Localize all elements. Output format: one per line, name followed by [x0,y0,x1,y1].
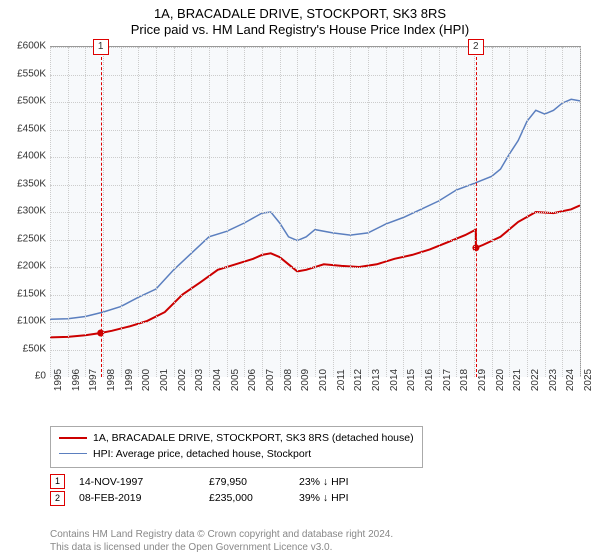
legend-box: 1A, BRACADALE DRIVE, STOCKPORT, SK3 8RS … [50,426,423,468]
x-axis-label: 2023 [548,369,559,391]
x-axis-label: 2004 [212,369,223,391]
legend-label: HPI: Average price, detached house, Stoc… [93,448,311,460]
events-list: 1 14-NOV-1997£79,95023% ↓ HPI 2 08-FEB-2019… [50,474,580,508]
y-axis-label: £100K [17,316,46,327]
y-axis-label: £0 [35,371,46,382]
x-axis-label: 2022 [530,369,541,391]
y-axis-label: £350K [17,178,46,189]
chart-title: 1A, BRACADALE DRIVE, STOCKPORT, SK3 8RS … [0,0,600,39]
legend-swatch [59,453,87,454]
y-axis-label: £150K [17,288,46,299]
x-axis-label: 2001 [159,369,170,391]
x-axis-label: 2020 [495,369,506,391]
x-axis-label: 2003 [194,369,205,391]
y-axis-label: £550K [17,68,46,79]
x-axis-label: 1999 [124,369,135,391]
x-axis-label: 1996 [71,369,82,391]
event-price: £79,950 [209,474,299,491]
x-axis-label: 2015 [406,369,417,391]
legend-row: 1A, BRACADALE DRIVE, STOCKPORT, SK3 8RS … [59,431,414,447]
event-diff: 23% ↓ HPI [299,474,349,491]
x-axis-label: 2008 [283,369,294,391]
event-price: £235,000 [209,490,299,507]
event-row: 2 08-FEB-2019£235,00039% ↓ HPI [50,490,580,507]
x-axis-label: 2016 [424,369,435,391]
x-axis-label: 2017 [442,369,453,391]
legend-row: HPI: Average price, detached house, Stoc… [59,447,414,463]
plot-background: 12 [50,46,581,377]
chart-container: 1A, BRACADALE DRIVE, STOCKPORT, SK3 8RS … [0,0,600,560]
title-line-1: 1A, BRACADALE DRIVE, STOCKPORT, SK3 8RS [0,6,600,22]
y-axis-label: £450K [17,123,46,134]
footnote-line-1: Contains HM Land Registry data © Crown c… [50,528,580,541]
y-axis-label: £300K [17,206,46,217]
legend-label: 1A, BRACADALE DRIVE, STOCKPORT, SK3 8RS … [93,432,414,444]
x-axis-label: 2010 [318,369,329,391]
y-axis-label: £500K [17,96,46,107]
x-axis-label: 2013 [371,369,382,391]
x-axis-label: 2000 [141,369,152,391]
x-axis-label: 2002 [177,369,188,391]
x-axis-label: 1998 [106,369,117,391]
event-date: 14-NOV-1997 [79,474,209,491]
x-axis-label: 2011 [336,369,347,391]
event-marker: 1 [50,474,65,489]
x-axis-label: 2009 [300,369,311,391]
event-row: 1 14-NOV-1997£79,95023% ↓ HPI [50,474,580,491]
event-marker: 2 [50,491,65,506]
x-axis-label: 2019 [477,369,488,391]
marker-box: 1 [93,39,109,55]
x-axis-label: 1997 [88,369,99,391]
footnote-line-2: This data is licensed under the Open Gov… [50,541,580,554]
y-axis-label: £250K [17,233,46,244]
y-axis-label: £200K [17,261,46,272]
event-date: 08-FEB-2019 [79,490,209,507]
x-axis-label: 2007 [265,369,276,391]
y-axis-label: £400K [17,151,46,162]
event-diff: 39% ↓ HPI [299,490,349,507]
y-axis-label: £50K [23,343,46,354]
footnote: Contains HM Land Registry data © Crown c… [50,528,580,554]
marker-box: 2 [468,39,484,55]
legend-swatch [59,437,87,439]
x-axis-label: 2012 [353,369,364,391]
x-axis-label: 2018 [459,369,470,391]
marker-line [476,47,477,377]
x-axis-label: 2021 [512,369,523,391]
title-line-2: Price paid vs. HM Land Registry's House … [0,22,600,38]
x-axis-label: 2025 [583,369,594,391]
x-axis-label: 2024 [565,369,576,391]
x-axis-label: 2014 [389,369,400,391]
plot-area: 12 £0£50K£100K£150K£200K£250K£300K£350K£… [50,46,580,406]
y-axis-label: £600K [17,41,46,52]
marker-line [101,47,102,377]
x-axis-label: 1995 [53,369,64,391]
x-axis-label: 2005 [230,369,241,391]
legend-area: 1A, BRACADALE DRIVE, STOCKPORT, SK3 8RS … [50,426,580,507]
x-axis-label: 2006 [247,369,258,391]
